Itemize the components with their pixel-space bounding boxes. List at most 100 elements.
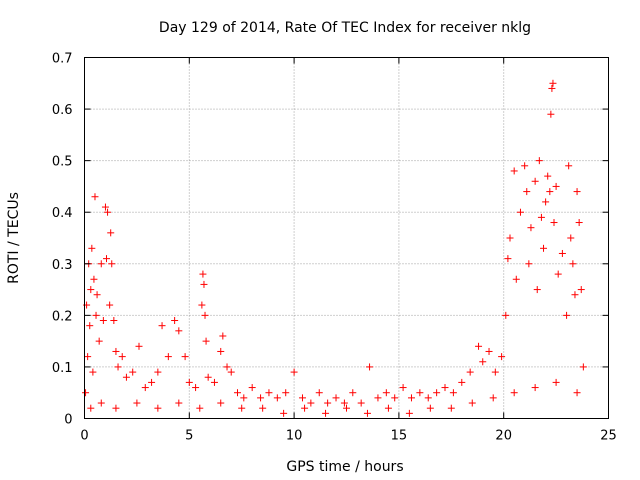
data-point xyxy=(485,347,493,355)
data-point xyxy=(110,317,118,325)
data-point xyxy=(479,358,487,366)
data-point xyxy=(202,337,210,345)
data-point xyxy=(154,368,162,376)
data-point xyxy=(544,172,552,180)
data-point xyxy=(259,404,267,412)
data-point xyxy=(546,188,554,196)
data-point xyxy=(447,404,455,412)
data-point xyxy=(97,260,105,268)
data-point xyxy=(573,188,581,196)
y-tick-labels: 0 0.1 0.2 0.3 0.4 0.5 0.6 0.7 xyxy=(52,52,73,428)
data-point xyxy=(475,342,483,350)
data-point xyxy=(527,224,535,232)
data-point xyxy=(103,255,111,263)
y-tick-label: 0.6 xyxy=(52,103,73,118)
x-tick-label: 0 xyxy=(80,429,88,444)
data-point xyxy=(550,219,558,227)
data-point xyxy=(324,399,332,407)
data-point xyxy=(416,389,424,397)
data-point xyxy=(510,389,518,397)
y-tick-label: 0.5 xyxy=(52,155,73,170)
data-point xyxy=(449,389,457,397)
data-point xyxy=(217,347,225,355)
x-tick-label: 15 xyxy=(391,429,408,444)
data-point xyxy=(114,363,122,371)
data-point xyxy=(441,384,449,392)
data-point xyxy=(185,378,193,386)
data-point xyxy=(510,167,518,175)
data-point xyxy=(87,404,95,412)
data-point xyxy=(257,394,265,402)
data-point xyxy=(298,394,306,402)
data-point xyxy=(198,301,206,309)
data-point xyxy=(525,260,533,268)
data-point xyxy=(122,373,130,381)
chart-title: Day 129 of 2014, Rate Of TEC Index for r… xyxy=(159,20,531,36)
data-point xyxy=(573,389,581,397)
data-point xyxy=(90,275,98,283)
data-point xyxy=(164,353,172,361)
data-point xyxy=(426,404,434,412)
x-tick-labels: 0 5 10 15 20 25 xyxy=(80,429,616,444)
data-point xyxy=(516,208,524,216)
data-point xyxy=(506,234,514,242)
data-point xyxy=(502,311,510,319)
data-point xyxy=(171,317,179,325)
data-point xyxy=(343,404,350,412)
y-tick-label: 0.7 xyxy=(52,52,73,67)
data-point xyxy=(199,270,207,278)
data-point xyxy=(407,394,415,402)
data-point xyxy=(363,409,371,417)
data-point xyxy=(491,368,499,376)
data-point xyxy=(558,249,566,257)
data-point xyxy=(265,389,273,397)
data-point xyxy=(97,399,105,407)
data-point xyxy=(135,342,143,350)
data-point xyxy=(374,394,382,402)
data-point xyxy=(458,378,466,386)
data-point xyxy=(548,84,556,92)
data-point xyxy=(567,234,575,242)
data-point xyxy=(154,404,162,412)
data-point xyxy=(210,378,218,386)
data-point xyxy=(92,311,100,319)
y-axis-label: ROTI / TECUs xyxy=(6,192,22,284)
data-point xyxy=(86,322,94,330)
y-tick-label: 0.3 xyxy=(52,258,73,273)
x-tick-label: 20 xyxy=(495,429,512,444)
data-point xyxy=(565,162,573,170)
data-point xyxy=(104,208,112,216)
data-point xyxy=(219,332,227,340)
data-point xyxy=(563,311,571,319)
data-point xyxy=(537,213,545,221)
data-point xyxy=(175,327,183,335)
data-point xyxy=(196,404,204,412)
data-point xyxy=(181,353,189,361)
data-point xyxy=(357,399,365,407)
data-point xyxy=(521,162,529,170)
data-point xyxy=(112,404,120,412)
data-point xyxy=(223,363,231,371)
data-point xyxy=(322,409,330,417)
data-point xyxy=(569,260,577,268)
data-point xyxy=(542,198,550,206)
data-point xyxy=(227,368,235,376)
data-point xyxy=(468,399,476,407)
data-point xyxy=(133,399,141,407)
data-point xyxy=(301,404,309,412)
data-point xyxy=(366,363,374,371)
data-point xyxy=(399,384,407,392)
x-tick-label: 10 xyxy=(286,429,303,444)
data-point xyxy=(192,384,200,392)
data-point xyxy=(531,384,539,392)
data-point xyxy=(248,384,256,392)
data-point xyxy=(234,389,242,397)
data-point xyxy=(273,394,281,402)
data-point xyxy=(552,378,560,386)
data-point xyxy=(498,353,506,361)
data-point xyxy=(95,337,103,345)
data-points xyxy=(82,79,587,417)
data-point xyxy=(280,409,288,417)
x-axis-label: GPS time / hours xyxy=(286,459,403,475)
plot-frame xyxy=(84,57,609,419)
